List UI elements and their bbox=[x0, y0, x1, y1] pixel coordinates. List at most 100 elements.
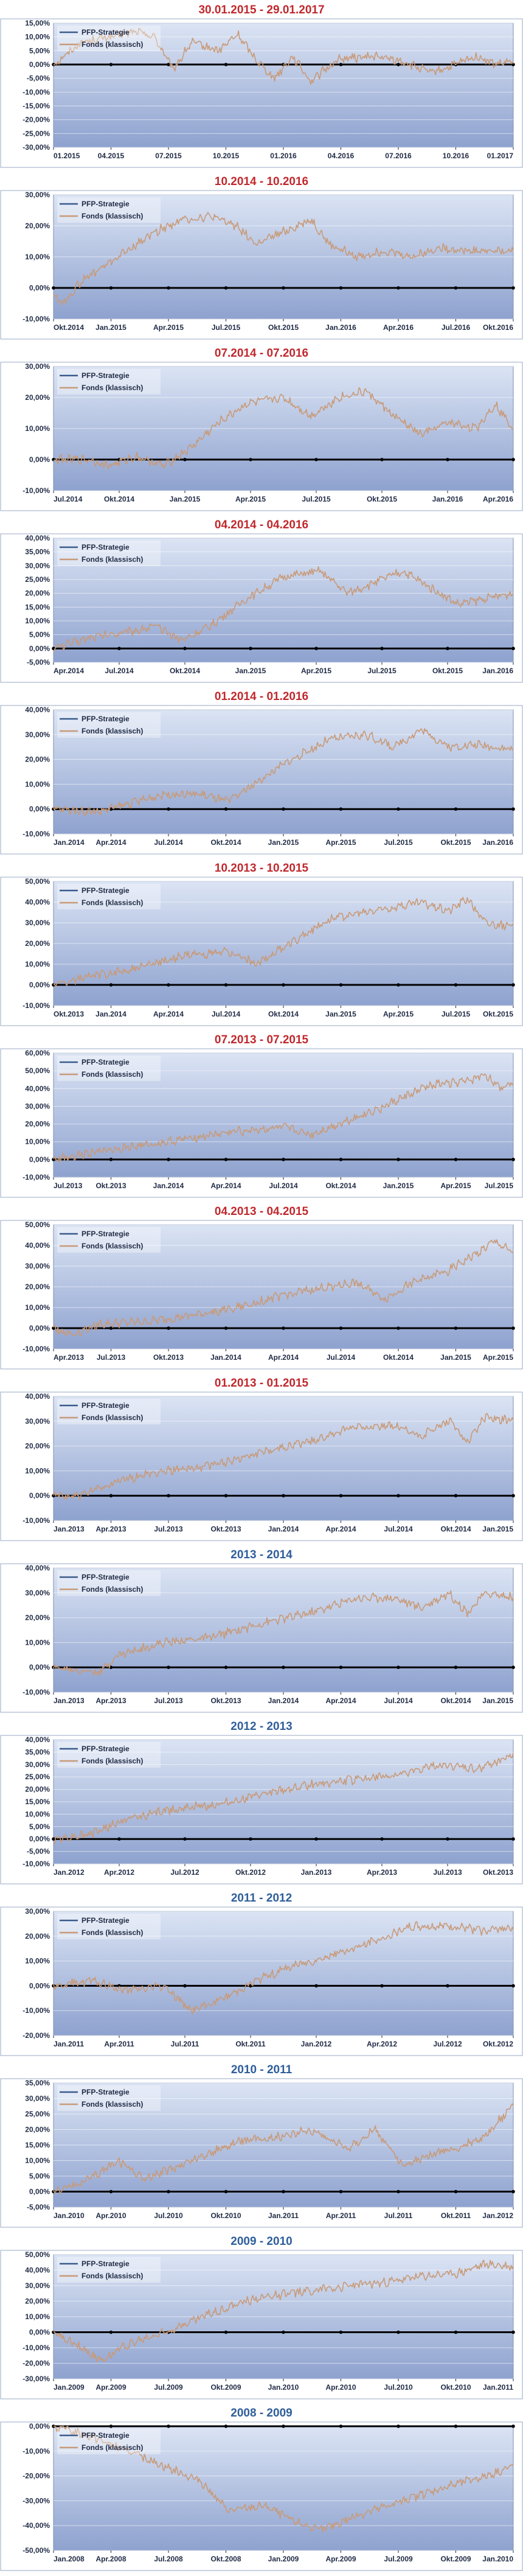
chart-svg: 40,00% 35,00% 30,00% 25,00% 20,00% 15,00% 10,0… bbox=[0, 533, 523, 683]
x-tick-label: Okt.2014 bbox=[268, 1010, 299, 1018]
legend-label-strategy: PFP-Strategie bbox=[81, 886, 130, 895]
zero-marker bbox=[397, 807, 400, 811]
chart-svg: 60,00% 50,00% 40,00% 30,00% 20,00% 10,00% 0,00… bbox=[0, 1048, 523, 1198]
legend-label-fund: Fonds (klassisch) bbox=[81, 727, 143, 735]
y-tick-label: 15,00% bbox=[25, 1797, 50, 1806]
zero-marker bbox=[511, 983, 515, 987]
x-tick-label: Jan.2014 bbox=[54, 838, 85, 847]
zero-marker bbox=[454, 1158, 458, 1161]
y-tick-label: 50,00% bbox=[25, 1066, 50, 1075]
zero-marker bbox=[282, 807, 285, 811]
y-tick-label: 0,00% bbox=[29, 1324, 50, 1332]
x-tick-label: Apr.2011 bbox=[326, 2211, 356, 2220]
chart-title: 30.01.2015 - 29.01.2017 bbox=[198, 4, 325, 16]
y-tick-label: 30,00% bbox=[25, 1102, 50, 1110]
y-tick-label: 10,00% bbox=[25, 1957, 50, 1965]
x-tick-label: 10.2016 bbox=[443, 152, 469, 160]
y-tick-label: 30,00% bbox=[25, 1907, 50, 1916]
zero-marker bbox=[314, 1837, 318, 1841]
x-tick-label: Jan.2013 bbox=[54, 1696, 85, 1705]
zero-marker bbox=[224, 286, 228, 290]
y-tick-label: 10,00% bbox=[25, 1303, 50, 1312]
x-tick-label: Apr.2010 bbox=[95, 2211, 126, 2220]
y-tick-label: -10,00% bbox=[23, 830, 50, 838]
x-tick-label: Jan.2016 bbox=[432, 495, 463, 503]
zero-marker bbox=[109, 2424, 113, 2428]
y-tick-label: 35,00% bbox=[25, 1748, 50, 1756]
y-tick-label: 0,00% bbox=[29, 2422, 50, 2431]
legend-label-strategy: PFP-Strategie bbox=[81, 543, 130, 551]
x-tick-label: Apr.2014 bbox=[153, 1010, 184, 1018]
legend-label-strategy: PFP-Strategie bbox=[81, 1401, 130, 1410]
chart-panel: 07.2013 - 07.2015 60,00% 50,00% 40,00% 30,00… bbox=[0, 1030, 523, 1202]
zero-marker bbox=[52, 1158, 55, 1161]
zero-marker bbox=[446, 646, 449, 651]
x-tick-label: Okt.2015 bbox=[440, 838, 471, 847]
zero-marker bbox=[183, 1837, 187, 1841]
x-tick-label: Apr.2013 bbox=[95, 1696, 126, 1705]
legend: PFP-Strategie Fonds (klassisch) bbox=[57, 712, 161, 738]
legend-box bbox=[57, 541, 161, 566]
y-tick-label: -20,00% bbox=[23, 2472, 50, 2480]
x-tick-label: Jan.2012 bbox=[482, 2211, 513, 2220]
x-tick-label: Jul.2013 bbox=[433, 1868, 462, 1877]
x-tick-label: Jul.2012 bbox=[433, 2040, 462, 2048]
zero-marker bbox=[109, 1158, 113, 1161]
zero-marker bbox=[167, 2189, 170, 2194]
x-tick-label: Okt.2015 bbox=[367, 495, 397, 503]
legend-box bbox=[57, 369, 161, 394]
legend-label-fund: Fonds (klassisch) bbox=[81, 1585, 143, 1594]
zero-marker bbox=[511, 2189, 515, 2194]
x-tick-label: Jan.2010 bbox=[482, 2555, 513, 2563]
y-tick-label: 30,00% bbox=[25, 730, 50, 739]
legend-label-strategy: PFP-Strategie bbox=[81, 371, 130, 380]
chart-svg: 50,00% 40,00% 30,00% 20,00% 10,00% 0,00% -10,0… bbox=[0, 2250, 523, 2399]
x-tick-label: Apr.2014 bbox=[95, 838, 126, 847]
legend: PFP-Strategie Fonds (klassisch) bbox=[57, 541, 161, 566]
chart-title: 2009 - 2010 bbox=[230, 2235, 293, 2248]
chart-panel: 01.2014 - 01.2016 40,00% 30,00% 20,00% 10,00… bbox=[0, 687, 523, 858]
x-tick-label: Apr.2014 bbox=[210, 1181, 241, 1190]
zero-marker bbox=[446, 458, 449, 461]
y-tick-label: -50,00% bbox=[23, 2546, 50, 2555]
x-tick-label: Jul.2013 bbox=[154, 1696, 183, 1705]
x-tick-label: Okt.2009 bbox=[210, 2383, 241, 2392]
series-line-fonds-klassisch bbox=[53, 897, 514, 988]
y-tick-label: -5,00% bbox=[27, 1847, 50, 1856]
x-tick-label: Jan.2016 bbox=[482, 667, 513, 675]
zero-marker bbox=[339, 1326, 343, 1330]
x-tick-label: Okt.2014 bbox=[210, 838, 241, 847]
legend-label-fund: Fonds (klassisch) bbox=[81, 383, 143, 392]
x-tick-label: Okt.2011 bbox=[441, 2211, 471, 2220]
legend: PFP-Strategie Fonds (klassisch) bbox=[57, 1055, 161, 1081]
x-tick-label: Jan.2015 bbox=[325, 1010, 356, 1018]
x-tick-label: Okt.2010 bbox=[440, 2383, 471, 2392]
x-tick-label: Jan.2012 bbox=[54, 1868, 85, 1877]
legend-label-strategy: PFP-Strategie bbox=[81, 2259, 130, 2268]
legend-label-fund: Fonds (klassisch) bbox=[81, 2100, 143, 2109]
legend: PFP-Strategie Fonds (klassisch) bbox=[57, 26, 161, 51]
zero-marker bbox=[224, 1665, 228, 1669]
y-tick-label: 0,00% bbox=[29, 1155, 50, 1164]
x-tick-label: Jul.2009 bbox=[154, 2383, 183, 2392]
zero-marker bbox=[109, 63, 113, 66]
y-tick-label: 30,00% bbox=[25, 362, 50, 371]
zero-marker bbox=[511, 1837, 515, 1841]
y-tick-label: 40,00% bbox=[25, 1735, 50, 1744]
x-tick-label: Jan.2015 bbox=[482, 1525, 513, 1533]
y-tick-label: 0,00% bbox=[29, 2188, 50, 2196]
plot-area bbox=[53, 1567, 514, 1693]
zero-marker bbox=[339, 807, 343, 811]
y-tick-label: 10,00% bbox=[25, 253, 50, 261]
y-tick-label: 30,00% bbox=[25, 919, 50, 927]
chart-panel: 2012 - 2013 40,00% 35,00% 30,00% 25,00% 20,00… bbox=[0, 1717, 523, 1888]
legend-box bbox=[57, 1570, 161, 1596]
x-tick-label: Okt.2013 bbox=[54, 1010, 84, 1018]
y-tick-label: 30,00% bbox=[25, 2281, 50, 2290]
y-tick-label: 20,00% bbox=[25, 589, 50, 598]
y-tick-label: -20,00% bbox=[23, 2031, 50, 2040]
zero-marker bbox=[397, 1158, 400, 1161]
legend-box bbox=[57, 1914, 161, 1939]
chart-svg: 40,00% 35,00% 30,00% 25,00% 20,00% 15,00% 10,0… bbox=[0, 1735, 523, 1885]
y-tick-label: 15,00% bbox=[25, 603, 50, 611]
